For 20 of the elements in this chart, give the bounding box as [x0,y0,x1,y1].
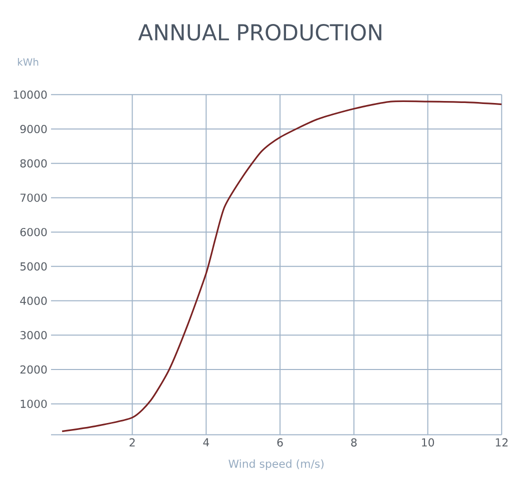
y-tick-label: 1000 [20,400,47,408]
x-tick-label: 6 [277,438,283,446]
y-axis-title: kWh [18,58,38,66]
y-tick-label: 8000 [20,159,47,168]
x-tick-label: 2 [130,438,135,446]
chart-title: ANNUAL PRODUCTION [138,24,382,40]
y-tick-label: 4000 [20,296,47,305]
x-tick-label: 12 [496,438,508,446]
y-tick-label: 9000 [20,124,47,134]
y-tick-label: 10000 [14,90,47,99]
x-tick-label: 8 [351,438,357,446]
y-tick-label: 3000 [20,330,47,340]
y-tick-label: 2000 [20,365,47,374]
y-tick-label: 7000 [20,193,47,202]
y-tick-label: 6000 [20,228,47,236]
x-axis-title: Wind speed (m/s) [228,459,324,470]
x-tick-label: 10 [422,438,434,446]
y-tick-label: 5000 [20,262,47,270]
line-series [61,100,502,432]
x-tick-label: 4 [203,438,210,446]
